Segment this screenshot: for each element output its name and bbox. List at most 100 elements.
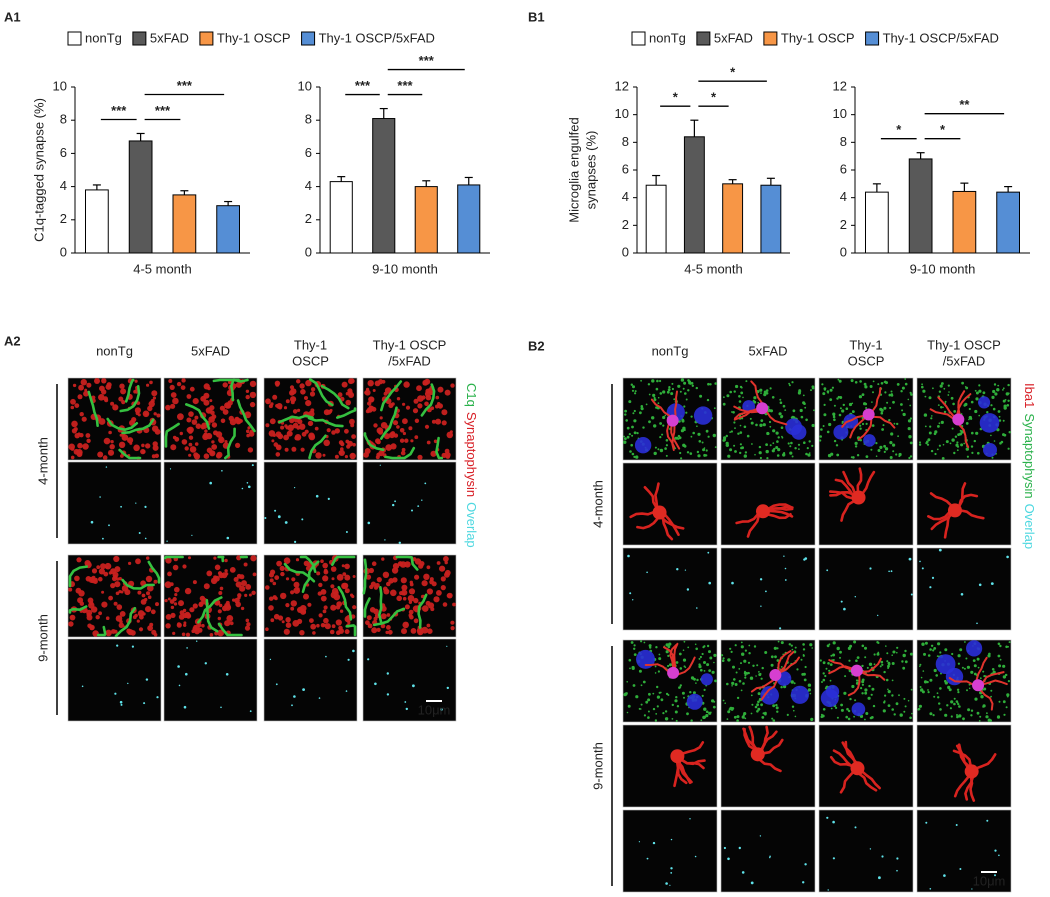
micrograph-feature bbox=[959, 429, 962, 432]
micrograph-feature bbox=[880, 408, 884, 412]
micrograph-feature bbox=[128, 561, 132, 566]
micrograph-feature bbox=[708, 581, 711, 585]
micrograph-feature bbox=[927, 689, 929, 691]
micrograph-feature bbox=[701, 694, 704, 698]
micrograph-feature bbox=[978, 583, 982, 587]
micrograph-feature bbox=[230, 378, 240, 402]
micrograph-feature bbox=[630, 383, 633, 386]
column-header: Thy-1 bbox=[294, 337, 327, 352]
y-tick-label: 4 bbox=[840, 189, 847, 204]
micrograph-feature bbox=[780, 641, 784, 645]
micrograph-feature bbox=[308, 434, 327, 460]
micrograph-feature bbox=[919, 665, 921, 668]
micrograph-feature bbox=[729, 448, 733, 452]
micrograph-feature bbox=[950, 700, 954, 704]
micrograph-feature bbox=[300, 389, 306, 395]
micrograph-feature bbox=[819, 439, 822, 442]
micrograph-feature bbox=[961, 666, 964, 669]
micrograph-feature bbox=[998, 700, 1001, 703]
micrograph-feature bbox=[290, 590, 295, 595]
micrograph-feature bbox=[665, 882, 668, 885]
micrograph-feature bbox=[679, 667, 683, 670]
micrograph-feature bbox=[443, 556, 449, 562]
micrograph-background bbox=[720, 462, 816, 546]
micrograph-feature bbox=[678, 652, 682, 656]
micrograph-feature bbox=[854, 596, 856, 598]
micrograph-feature bbox=[84, 560, 91, 567]
micrograph-feature bbox=[769, 856, 771, 859]
micrograph-feature bbox=[755, 675, 757, 677]
micrograph-feature bbox=[410, 628, 417, 634]
micrograph-feature bbox=[783, 452, 786, 455]
micrograph-feature bbox=[386, 672, 389, 675]
micrograph-feature bbox=[744, 649, 748, 652]
micrograph-feature bbox=[398, 541, 401, 544]
micrograph-feature bbox=[91, 395, 96, 400]
micrograph-feature bbox=[349, 378, 355, 384]
micrograph-feature bbox=[86, 612, 91, 617]
micrograph-feature bbox=[669, 663, 672, 667]
micrograph-feature bbox=[822, 708, 826, 711]
micrograph-feature bbox=[993, 440, 996, 442]
micrograph-feature bbox=[375, 583, 380, 588]
micrograph bbox=[818, 809, 914, 893]
micrograph-feature bbox=[759, 388, 763, 392]
micrograph-feature bbox=[758, 451, 762, 455]
micrograph-feature bbox=[665, 643, 669, 647]
panel-label: A2 bbox=[4, 333, 21, 348]
y-tick-label: 12 bbox=[833, 78, 847, 93]
micrograph-feature bbox=[811, 386, 815, 390]
micrograph-feature bbox=[861, 644, 865, 648]
micrograph-feature bbox=[265, 627, 269, 631]
micrograph-feature bbox=[908, 456, 911, 460]
micrograph-feature bbox=[177, 665, 180, 668]
micrograph-feature bbox=[320, 384, 350, 410]
micrograph-feature bbox=[327, 497, 330, 500]
micrograph-feature bbox=[779, 668, 781, 670]
micrograph-feature bbox=[631, 425, 634, 429]
micrograph-feature bbox=[675, 696, 678, 699]
micrograph-feature bbox=[843, 607, 846, 611]
micrograph-feature bbox=[246, 622, 251, 627]
micrograph-feature bbox=[738, 395, 741, 398]
micrograph-feature bbox=[239, 574, 245, 580]
micrograph-feature bbox=[425, 394, 432, 401]
micrograph bbox=[720, 547, 816, 631]
micrograph-feature bbox=[405, 622, 409, 625]
micrograph-feature bbox=[185, 403, 211, 430]
micrograph-feature bbox=[781, 435, 783, 438]
micrograph-feature bbox=[901, 660, 904, 663]
micrograph-feature bbox=[870, 716, 874, 719]
micrograph-feature bbox=[739, 451, 742, 455]
micrograph-feature bbox=[246, 482, 249, 484]
micrograph-feature bbox=[910, 688, 913, 691]
micrograph-feature bbox=[383, 433, 391, 440]
micrograph-feature bbox=[739, 424, 742, 427]
micrograph-feature bbox=[308, 378, 334, 407]
micrograph-feature bbox=[647, 383, 651, 386]
micrograph-feature bbox=[249, 380, 257, 388]
micrograph-feature bbox=[103, 437, 111, 445]
micrograph-feature bbox=[832, 653, 836, 657]
micrograph-feature bbox=[283, 557, 291, 564]
micrograph-feature bbox=[164, 555, 184, 560]
micrograph-feature bbox=[957, 691, 960, 694]
micrograph-feature bbox=[155, 602, 159, 607]
micrograph-feature bbox=[887, 688, 889, 691]
micrograph-feature bbox=[1002, 664, 1006, 668]
micrograph-feature bbox=[330, 591, 338, 599]
micrograph-feature bbox=[229, 418, 237, 426]
micrograph-feature bbox=[881, 428, 884, 431]
micrograph-feature bbox=[677, 384, 681, 388]
micrograph-feature bbox=[352, 649, 355, 653]
micrograph-feature bbox=[413, 597, 419, 604]
micrograph-feature bbox=[371, 561, 377, 566]
micrograph-feature bbox=[143, 702, 146, 705]
micrograph-feature bbox=[701, 652, 704, 656]
micrograph-feature bbox=[107, 449, 115, 456]
micrograph-feature bbox=[412, 408, 419, 414]
micrograph-feature bbox=[864, 402, 868, 406]
micrograph-feature bbox=[702, 448, 706, 452]
micrograph-feature bbox=[658, 691, 661, 694]
micrograph-feature bbox=[705, 429, 709, 433]
